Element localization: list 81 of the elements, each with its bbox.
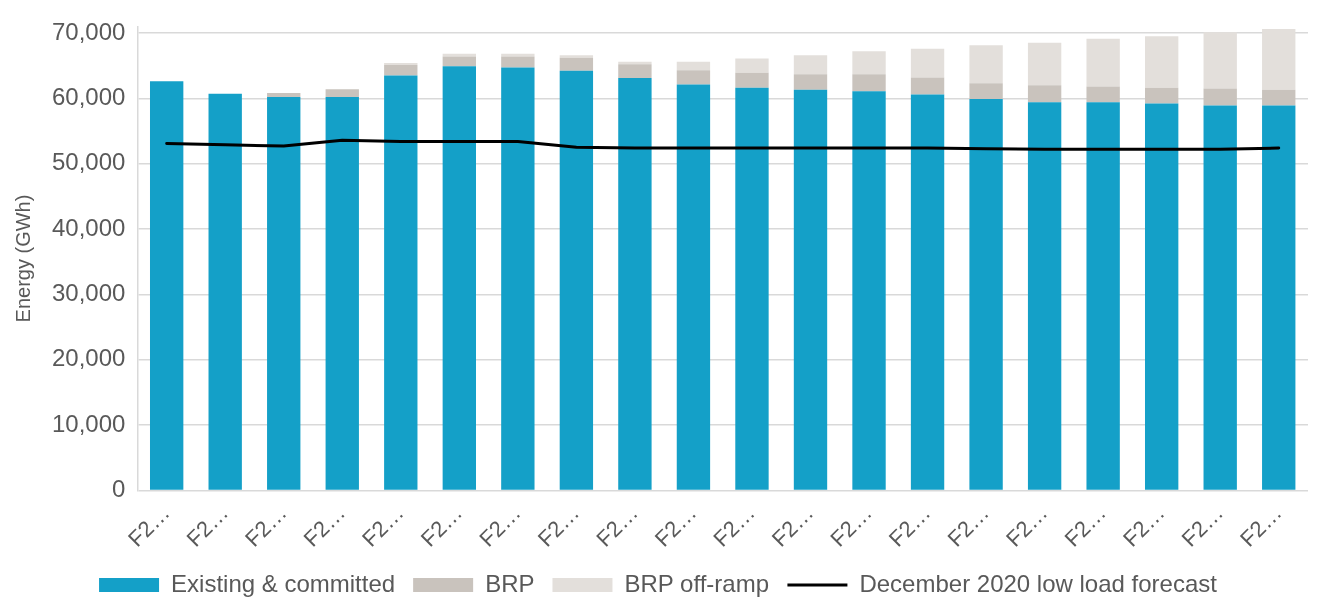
bar	[910, 94, 945, 490]
x-tick-label: F2…	[708, 500, 760, 552]
x-tick-label: F2…	[298, 500, 351, 552]
legend-label: BRP off-ramp	[624, 569, 769, 597]
x-tick-label: F2…	[181, 500, 234, 552]
bar	[910, 48, 945, 78]
x-tick-label: F2…	[1059, 500, 1111, 552]
bar	[618, 78, 652, 490]
bar	[852, 91, 886, 490]
x-tick-label: F2…	[1118, 500, 1170, 552]
bar	[735, 87, 769, 490]
bar	[325, 97, 359, 490]
x-tick-label: F2…	[942, 500, 994, 552]
x-tick-label: F2…	[591, 500, 643, 552]
legend-label: December 2020 low load forecast	[859, 569, 1218, 597]
x-tick-label: F2…	[883, 500, 936, 552]
bar	[1262, 105, 1296, 490]
bar	[910, 77, 945, 95]
bar	[559, 55, 594, 58]
bar	[559, 70, 594, 490]
bar	[1203, 105, 1237, 490]
bar	[969, 45, 1003, 84]
bar	[559, 57, 594, 71]
bar	[442, 66, 476, 490]
x-tick-label: F2…	[415, 500, 468, 552]
bar	[1262, 89, 1296, 106]
bar	[325, 89, 359, 98]
bar	[793, 74, 828, 90]
bar	[1086, 102, 1120, 490]
y-tick-label: 60,000	[52, 82, 126, 110]
bar	[267, 93, 301, 98]
bar	[676, 61, 711, 71]
y-tick-label: 50,000	[52, 148, 126, 176]
bar	[793, 89, 828, 490]
bar	[852, 51, 886, 75]
bar	[1144, 87, 1179, 104]
x-tick-label: F2…	[1176, 500, 1229, 552]
bar	[384, 75, 418, 490]
bar	[1144, 36, 1179, 88]
bar	[793, 55, 828, 75]
x-tick-label: F2…	[649, 500, 702, 552]
x-tick-label: F2…	[123, 500, 175, 552]
x-tick-label: F2…	[1235, 500, 1287, 552]
bar	[384, 64, 418, 76]
bar	[969, 98, 1003, 490]
bar	[676, 70, 711, 85]
x-tick-label: F2…	[240, 500, 292, 552]
bar	[501, 67, 535, 490]
bar	[852, 74, 886, 92]
x-tick-label: F2…	[357, 500, 409, 552]
y-tick-label: 10,000	[52, 409, 126, 437]
y-tick-label: 30,000	[52, 279, 126, 307]
bar	[1144, 103, 1179, 490]
bar	[1086, 86, 1120, 103]
x-tick-label: F2…	[474, 500, 526, 552]
bar	[442, 56, 476, 67]
bar	[676, 84, 711, 490]
y-tick-label: 20,000	[52, 344, 126, 372]
legend-label: Existing & committed	[171, 569, 396, 597]
bar	[149, 81, 184, 490]
bar	[969, 83, 1003, 99]
bar	[735, 72, 769, 88]
bar	[208, 93, 242, 490]
legend-label: BRP	[485, 569, 535, 597]
bar	[501, 56, 535, 68]
x-tick-label: F2…	[825, 500, 877, 552]
bar	[1203, 88, 1237, 106]
y-tick-label: 0	[112, 475, 126, 503]
x-tick-label: F2…	[766, 500, 819, 552]
bar	[1027, 42, 1062, 86]
x-tick-label: F2…	[532, 500, 585, 552]
bar	[267, 97, 301, 490]
bar	[1027, 102, 1062, 490]
bar	[618, 64, 652, 79]
y-tick-label: 70,000	[52, 17, 126, 45]
y-axis-title: Energy (GWh)	[11, 194, 34, 323]
bar	[1086, 38, 1120, 87]
y-tick-label: 40,000	[52, 213, 126, 241]
bar	[735, 58, 769, 73]
bar	[1027, 85, 1062, 103]
x-tick-label: F2…	[1001, 500, 1053, 552]
